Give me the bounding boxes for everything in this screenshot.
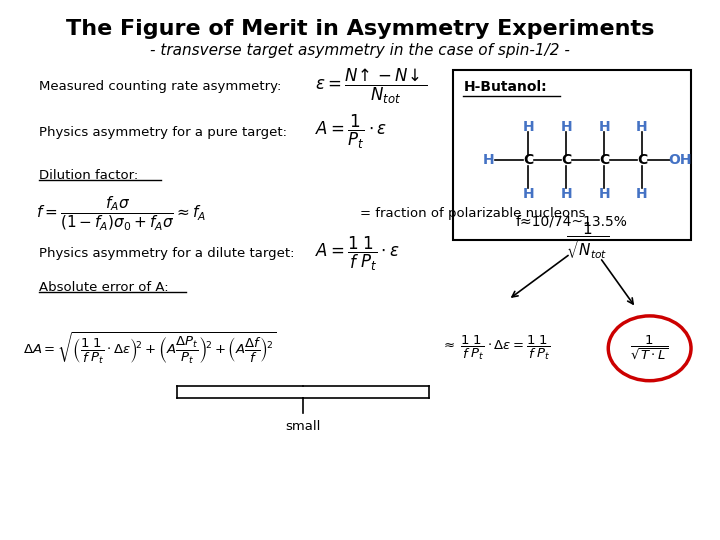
Text: H: H <box>636 120 648 134</box>
Text: H: H <box>560 120 572 134</box>
Text: = fraction of polarizable nucleons: = fraction of polarizable nucleons <box>360 207 585 220</box>
Text: $\dfrac{1}{\sqrt{N_{tot}}}$: $\dfrac{1}{\sqrt{N_{tot}}}$ <box>566 220 609 261</box>
Text: H-Butanol:: H-Butanol: <box>464 80 547 94</box>
Text: Absolute error of A:: Absolute error of A: <box>40 281 169 294</box>
Text: H: H <box>598 187 610 201</box>
FancyBboxPatch shape <box>453 70 691 240</box>
Text: Measured counting rate asymmetry:: Measured counting rate asymmetry: <box>40 80 282 93</box>
Text: H: H <box>523 120 534 134</box>
Text: Physics asymmetry for a dilute target:: Physics asymmetry for a dilute target: <box>40 247 294 260</box>
Text: H: H <box>636 187 648 201</box>
Text: $A = \dfrac{1}{f}\dfrac{1}{P_t} \cdot \varepsilon$: $A = \dfrac{1}{f}\dfrac{1}{P_t} \cdot \v… <box>315 235 400 273</box>
Text: OH: OH <box>668 153 692 167</box>
Text: C: C <box>523 153 534 167</box>
Text: C: C <box>599 153 609 167</box>
Text: H: H <box>523 187 534 201</box>
Text: Dilution factor:: Dilution factor: <box>40 169 138 182</box>
Text: H: H <box>483 153 495 167</box>
Text: C: C <box>637 153 647 167</box>
Text: f≈10/74~13.5%: f≈10/74~13.5% <box>516 214 628 228</box>
Text: H: H <box>598 120 610 134</box>
Text: $f = \dfrac{f_A \sigma}{(1-f_A)\sigma_0 + f_A \sigma} \approx f_A$: $f = \dfrac{f_A \sigma}{(1-f_A)\sigma_0 … <box>36 194 207 232</box>
Text: $\varepsilon = \dfrac{N\!\uparrow - N\!\downarrow}{N_{tot}}$: $\varepsilon = \dfrac{N\!\uparrow - N\!\… <box>315 67 427 106</box>
Text: $\Delta A = \sqrt{\left(\dfrac{1}{f}\dfrac{1}{P_t}\cdot\Delta\varepsilon\right)^: $\Delta A = \sqrt{\left(\dfrac{1}{f}\dfr… <box>24 330 276 366</box>
Text: The Figure of Merit in Asymmetry Experiments: The Figure of Merit in Asymmetry Experim… <box>66 19 654 39</box>
Text: - transverse target asymmetry in the case of spin-1/2 -: - transverse target asymmetry in the cas… <box>150 43 570 58</box>
Text: Physics asymmetry for a pure target:: Physics asymmetry for a pure target: <box>40 126 287 139</box>
Text: H: H <box>560 187 572 201</box>
Text: small: small <box>285 420 321 433</box>
Text: $\approx \; \dfrac{1}{f}\dfrac{1}{P_t}\cdot\Delta\varepsilon = \dfrac{1}{f}\dfra: $\approx \; \dfrac{1}{f}\dfrac{1}{P_t}\c… <box>441 334 550 362</box>
Text: $\dfrac{1}{\sqrt{T \cdot L}}$: $\dfrac{1}{\sqrt{T \cdot L}}$ <box>630 334 669 362</box>
Text: $A = \dfrac{1}{P_t} \cdot \varepsilon$: $A = \dfrac{1}{P_t} \cdot \varepsilon$ <box>315 113 387 151</box>
Text: C: C <box>561 153 572 167</box>
